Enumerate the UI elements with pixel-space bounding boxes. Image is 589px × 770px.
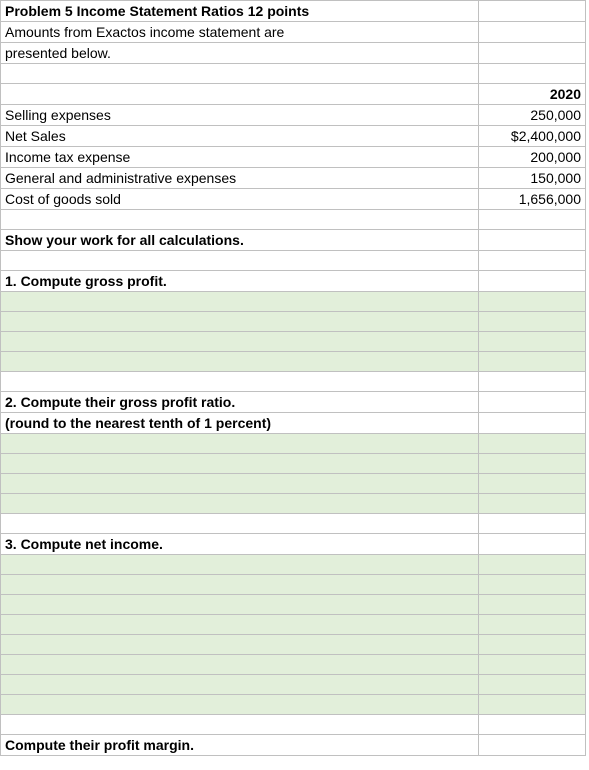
row-value-net-sales: $2,400,000	[479, 126, 586, 147]
answer-cell[interactable]	[1, 595, 479, 615]
answer-cell[interactable]	[479, 494, 586, 514]
question-1: 1. Compute gross profit.	[1, 271, 479, 292]
answer-cell[interactable]	[479, 474, 586, 494]
cell-empty[interactable]	[1, 84, 479, 105]
cell-empty[interactable]	[479, 251, 586, 271]
question-2-line1: 2. Compute their gross profit ratio.	[1, 392, 479, 413]
cell-empty[interactable]	[479, 1, 586, 22]
cell-empty[interactable]	[479, 43, 586, 64]
problem-subtitle-2: presented below.	[1, 43, 479, 64]
row-value-income-tax: 200,000	[479, 147, 586, 168]
answer-cell[interactable]	[1, 575, 479, 595]
answer-cell[interactable]	[479, 332, 586, 352]
cell-empty[interactable]	[1, 715, 479, 735]
show-work-instruction: Show your work for all calculations.	[1, 230, 479, 251]
cell-empty[interactable]	[479, 413, 586, 434]
answer-cell[interactable]	[1, 454, 479, 474]
cell-empty[interactable]	[479, 534, 586, 555]
problem-subtitle-1: Amounts from Exactos income statement ar…	[1, 22, 479, 43]
answer-cell[interactable]	[479, 434, 586, 454]
cell-empty[interactable]	[479, 514, 586, 534]
row-label-ga-expenses: General and administrative expenses	[1, 168, 479, 189]
answer-cell[interactable]	[1, 695, 479, 715]
cell-empty[interactable]	[479, 715, 586, 735]
answer-cell[interactable]	[1, 292, 479, 312]
answer-cell[interactable]	[1, 352, 479, 372]
cell-empty[interactable]	[1, 64, 479, 84]
cell-empty[interactable]	[1, 251, 479, 271]
answer-cell[interactable]	[479, 595, 586, 615]
cell-empty[interactable]	[479, 64, 586, 84]
cell-empty[interactable]	[479, 372, 586, 392]
answer-cell[interactable]	[1, 332, 479, 352]
answer-cell[interactable]	[1, 434, 479, 454]
answer-cell[interactable]	[1, 474, 479, 494]
cell-empty[interactable]	[479, 210, 586, 230]
row-value-ga-expenses: 150,000	[479, 168, 586, 189]
answer-cell[interactable]	[479, 695, 586, 715]
answer-cell[interactable]	[479, 655, 586, 675]
answer-cell[interactable]	[479, 312, 586, 332]
answer-cell[interactable]	[1, 312, 479, 332]
answer-cell[interactable]	[479, 555, 586, 575]
cell-empty[interactable]	[1, 210, 479, 230]
cell-empty[interactable]	[479, 22, 586, 43]
row-label-cogs: Cost of goods sold	[1, 189, 479, 210]
answer-cell[interactable]	[479, 635, 586, 655]
question-4: Compute their profit margin.	[1, 735, 479, 756]
answer-cell[interactable]	[479, 615, 586, 635]
cell-empty[interactable]	[1, 372, 479, 392]
answer-cell[interactable]	[479, 675, 586, 695]
answer-cell[interactable]	[479, 352, 586, 372]
cell-empty[interactable]	[479, 230, 586, 251]
problem-title: Problem 5 Income Statement Ratios 12 poi…	[1, 1, 479, 22]
question-3: 3. Compute net income.	[1, 534, 479, 555]
answer-cell[interactable]	[1, 494, 479, 514]
cell-empty[interactable]	[479, 392, 586, 413]
row-value-selling-expenses: 250,000	[479, 105, 586, 126]
row-label-selling-expenses: Selling expenses	[1, 105, 479, 126]
question-2-line2: (round to the nearest tenth of 1 percent…	[1, 413, 479, 434]
answer-cell[interactable]	[1, 635, 479, 655]
spreadsheet-table: Problem 5 Income Statement Ratios 12 poi…	[0, 0, 586, 756]
answer-cell[interactable]	[1, 655, 479, 675]
answer-cell[interactable]	[1, 555, 479, 575]
cell-empty[interactable]	[479, 271, 586, 292]
answer-cell[interactable]	[1, 615, 479, 635]
answer-cell[interactable]	[479, 575, 586, 595]
row-value-cogs: 1,656,000	[479, 189, 586, 210]
answer-cell[interactable]	[479, 454, 586, 474]
cell-empty[interactable]	[1, 514, 479, 534]
answer-cell[interactable]	[1, 675, 479, 695]
cell-empty[interactable]	[479, 735, 586, 756]
row-label-income-tax: Income tax expense	[1, 147, 479, 168]
answer-cell[interactable]	[479, 292, 586, 312]
year-header: 2020	[479, 84, 586, 105]
row-label-net-sales: Net Sales	[1, 126, 479, 147]
